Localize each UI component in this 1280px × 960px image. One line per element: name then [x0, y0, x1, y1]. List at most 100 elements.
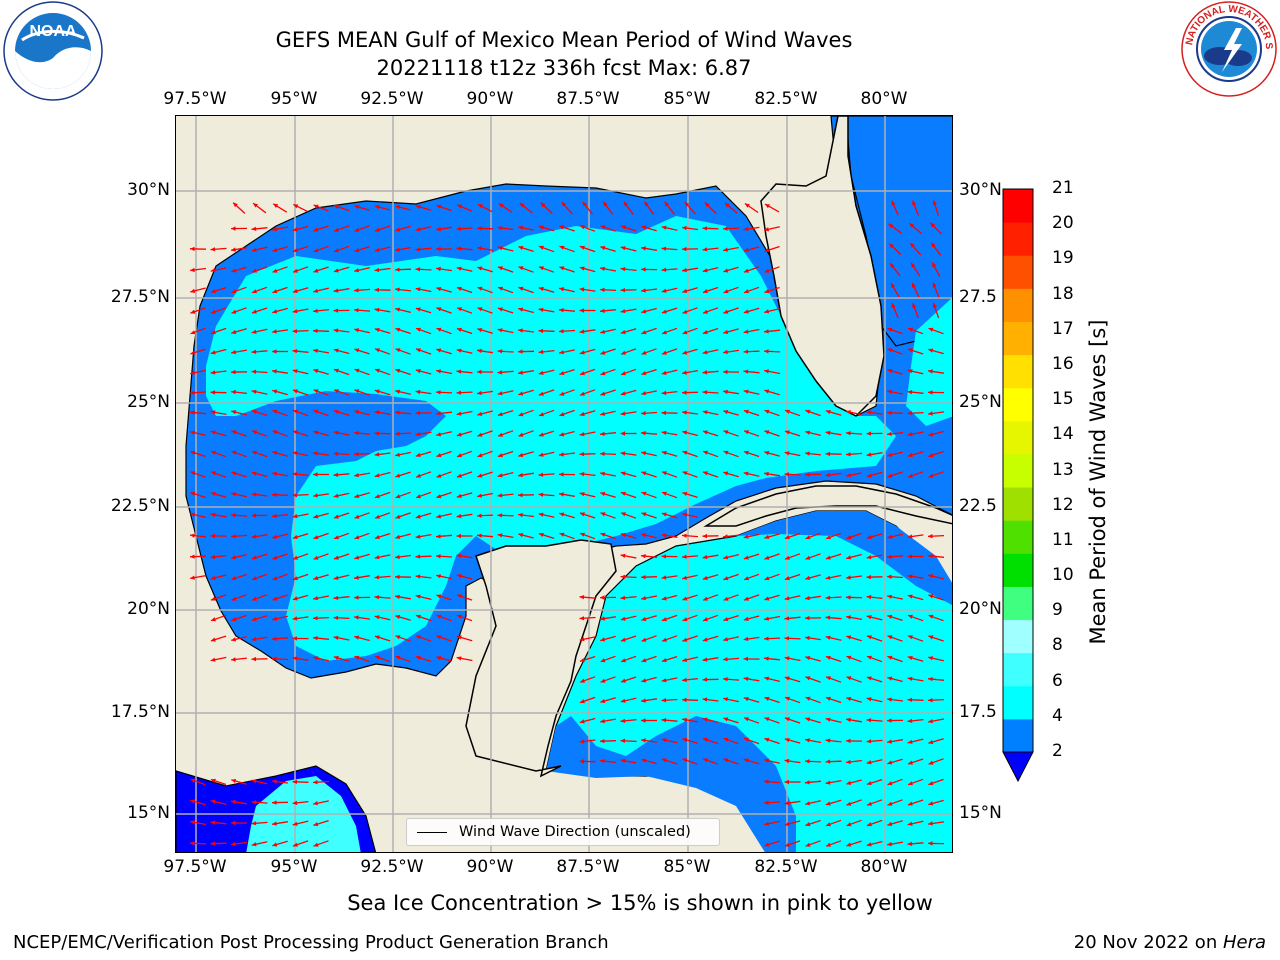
wind-wave-arrowhead — [416, 473, 421, 478]
wind-wave-arrowhead — [579, 739, 585, 744]
wind-wave-arrowhead — [374, 247, 380, 252]
wind-wave-arrowhead — [907, 594, 913, 599]
wind-wave-arrowhead — [887, 410, 892, 415]
wind-wave-arrowhead — [272, 471, 277, 476]
wind-wave-arrowhead — [559, 391, 565, 396]
wind-wave-arrowhead — [313, 308, 318, 313]
wind-wave-arrowhead — [600, 391, 606, 396]
colorbar-tick-label: 16 — [1052, 353, 1074, 374]
wind-wave-arrowhead — [641, 554, 646, 559]
cuba-island — [703, 485, 952, 527]
wind-wave-arrowhead — [866, 718, 872, 723]
wind-wave-arrowhead — [538, 452, 544, 457]
wind-wave-arrowhead — [540, 202, 546, 208]
wind-wave-arrowhead — [908, 635, 913, 640]
wind-wave-arrowhead — [620, 698, 626, 703]
wind-wave-arrowhead — [620, 595, 626, 600]
wind-wave-arrowhead — [825, 759, 831, 764]
wind-wave-arrowhead — [907, 697, 913, 702]
wind-wave-arrowhead — [661, 575, 667, 580]
wind-wave-arrowhead — [477, 453, 483, 458]
wind-wave-arrowhead — [911, 262, 916, 268]
wind-wave-arrowhead — [559, 512, 565, 517]
wind-wave-arrowhead — [436, 369, 441, 374]
wind-wave-arrowhead — [723, 596, 729, 601]
wind-wave-arrowhead — [210, 247, 216, 252]
legend-label: Wind Wave Direction (unscaled) — [459, 824, 691, 840]
wind-wave-arrowhead — [231, 329, 237, 335]
wind-wave-arrowhead — [744, 737, 749, 742]
colorbar-outline — [1002, 188, 1034, 753]
wind-wave-arrowhead — [784, 451, 790, 456]
wind-wave-arrowhead — [825, 575, 831, 580]
wind-wave-arrowhead — [252, 289, 257, 294]
wind-wave-arrowhead — [374, 227, 380, 232]
wind-wave-arrowhead — [641, 575, 646, 580]
wind-wave-arrowhead — [907, 390, 913, 395]
wind-wave-arrowhead — [579, 452, 585, 457]
wind-wave-arrowhead — [497, 513, 503, 518]
wind-wave-arrowhead — [866, 431, 871, 436]
wind-wave-arrowhead — [805, 615, 810, 621]
wind-wave-arrowhead — [292, 596, 298, 601]
wind-wave-arrowhead — [231, 513, 236, 518]
wind-wave-arrowhead — [744, 203, 750, 208]
wind-wave-arrowhead — [210, 492, 216, 497]
wind-wave-arrowhead — [846, 410, 851, 415]
wind-wave-arrowhead — [702, 575, 708, 581]
wind-wave-arrowhead — [190, 778, 196, 783]
wind-wave-arrowhead — [251, 800, 257, 805]
wind-wave-arrowhead — [190, 330, 196, 335]
wind-wave-arrowhead — [559, 371, 565, 376]
wind-wave-arrowhead — [292, 534, 298, 540]
wind-wave-arrowhead — [457, 204, 463, 209]
wind-wave-arrowhead — [928, 760, 934, 765]
wind-wave-arrowhead — [909, 223, 915, 228]
wind-wave-arrowhead — [210, 289, 216, 294]
wind-wave-arrowhead — [743, 636, 749, 642]
wind-wave-arrowhead — [825, 655, 831, 660]
wind-wave-arrowhead — [784, 535, 790, 540]
wind-wave-arrowhead — [497, 391, 503, 396]
wind-wave-arrowhead — [887, 368, 893, 374]
wind-wave-arrowhead — [641, 698, 646, 703]
wind-wave-arrowhead — [846, 801, 852, 806]
wind-wave-arrowhead — [846, 615, 851, 620]
wind-wave-arrowhead — [764, 309, 770, 314]
wind-wave-arrowhead — [579, 512, 585, 517]
wind-wave-arrowhead — [313, 368, 319, 374]
wind-wave-arrowhead — [251, 309, 257, 314]
wind-wave-arrowhead — [477, 411, 483, 416]
wind-wave-arrowhead — [641, 616, 647, 622]
wind-wave-arrowhead — [559, 452, 564, 457]
wind-wave-arrowhead — [825, 409, 831, 415]
wind-wave-arrowhead — [928, 369, 933, 374]
wind-wave-arrowhead — [702, 289, 708, 294]
wind-wave-arrowhead — [333, 595, 339, 600]
wind-wave-arrowhead — [190, 799, 196, 804]
wind-wave-arrowhead — [251, 513, 256, 518]
yucatan-peninsula — [465, 539, 617, 778]
wind-wave-arrowhead — [889, 243, 894, 249]
wind-wave-arrowhead — [825, 451, 831, 457]
wind-wave-arrowhead — [580, 371, 585, 376]
wind-wave-arrowhead — [928, 719, 933, 724]
wind-wave-arrowhead — [456, 348, 462, 353]
wind-wave-arrowhead — [251, 779, 257, 784]
wind-wave-arrowhead — [252, 430, 257, 435]
wind-wave-arrowhead — [723, 576, 729, 581]
wind-wave-arrowhead — [313, 575, 319, 581]
wind-wave-arrowhead — [888, 223, 894, 229]
wind-wave-arrowhead — [559, 412, 565, 417]
wind-wave-arrowhead — [641, 491, 647, 496]
wind-wave-arrowhead — [784, 717, 790, 722]
wind-wave-arrowhead — [805, 822, 811, 827]
wind-wave-arrowhead — [743, 309, 749, 314]
wind-wave-arrowhead — [928, 327, 934, 332]
wind-wave-arrowhead — [866, 842, 872, 847]
caribbean-blue-band-south — [546, 716, 796, 852]
wind-wave-arrowhead — [477, 513, 482, 518]
wind-wave-arrowhead — [928, 594, 934, 599]
wind-wave-arrowhead — [354, 328, 359, 333]
wind-wave-arrowhead — [743, 247, 749, 252]
